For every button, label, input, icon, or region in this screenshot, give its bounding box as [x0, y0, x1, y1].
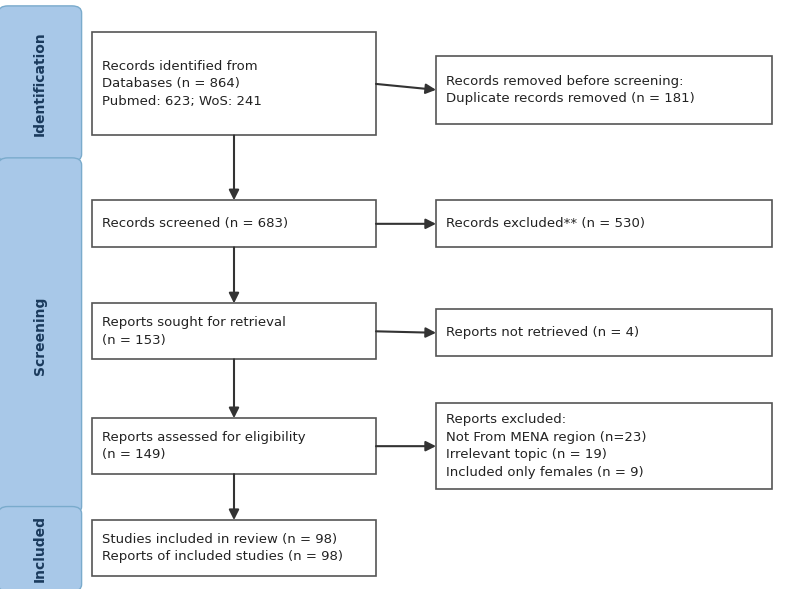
Text: Reports sought for retrieval
(n = 153): Reports sought for retrieval (n = 153) [102, 316, 286, 346]
FancyBboxPatch shape [436, 200, 772, 247]
Text: Included: Included [33, 515, 47, 583]
FancyBboxPatch shape [92, 303, 376, 359]
FancyBboxPatch shape [436, 309, 772, 356]
Text: Records screened (n = 683): Records screened (n = 683) [102, 217, 289, 230]
FancyBboxPatch shape [92, 32, 376, 135]
FancyBboxPatch shape [92, 418, 376, 474]
Text: Records removed before screening:
Duplicate records removed (n = 181): Records removed before screening: Duplic… [446, 75, 695, 105]
Text: Studies included in review (n = 98)
Reports of included studies (n = 98): Studies included in review (n = 98) Repo… [102, 533, 343, 563]
FancyBboxPatch shape [0, 158, 82, 514]
FancyBboxPatch shape [436, 56, 772, 124]
Text: Reports assessed for eligibility
(n = 149): Reports assessed for eligibility (n = 14… [102, 431, 306, 461]
FancyBboxPatch shape [0, 507, 82, 589]
Text: Records identified from
Databases (n = 864)
Pubmed: 623; WoS: 241: Records identified from Databases (n = 8… [102, 60, 262, 108]
Text: Reports not retrieved (n = 4): Reports not retrieved (n = 4) [446, 326, 639, 339]
FancyBboxPatch shape [92, 200, 376, 247]
Text: Records excluded** (n = 530): Records excluded** (n = 530) [446, 217, 646, 230]
FancyBboxPatch shape [436, 403, 772, 489]
Text: Screening: Screening [33, 296, 47, 375]
Text: Identification: Identification [33, 31, 47, 136]
FancyBboxPatch shape [0, 6, 82, 161]
FancyBboxPatch shape [92, 520, 376, 576]
Text: Reports excluded:
Not From MENA region (n=23)
Irrelevant topic (n = 19)
Included: Reports excluded: Not From MENA region (… [446, 413, 647, 479]
